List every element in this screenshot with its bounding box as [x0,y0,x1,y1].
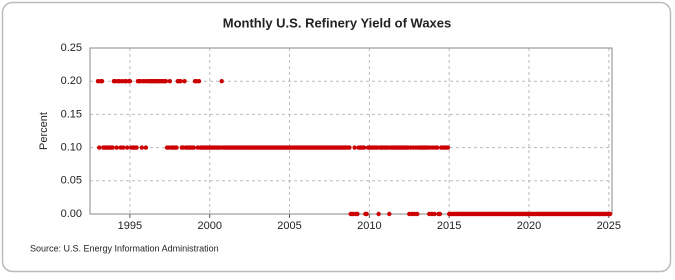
point [352,145,357,150]
point [167,79,173,84]
point [143,145,149,150]
point [355,211,360,217]
point [437,211,443,217]
x-tick-label: 2015 [437,220,461,232]
frame [1,1,672,273]
point [376,211,381,217]
point [415,211,420,217]
point [124,145,130,150]
point [445,145,451,150]
point [110,145,115,150]
y-tick-label: 0.25 [61,42,82,54]
point [139,145,145,150]
point [182,79,187,84]
point [347,145,352,150]
y-tick-label: 0.05 [61,175,82,187]
point [97,145,102,150]
point [114,145,119,150]
x-tick-label: 2020 [517,220,541,232]
x-tick-label: 2005 [277,220,301,232]
point [127,79,133,84]
point [387,211,392,217]
point [121,145,126,150]
point [361,145,367,150]
point [134,145,139,150]
point [219,79,224,84]
x-tick-label: 1995 [118,220,142,232]
y-axis-label: Percent [38,112,50,150]
source: Source: U.S. Energy Information Administ… [30,243,219,253]
point [174,145,179,150]
y-tick-label: 0.10 [61,142,82,154]
point [607,211,613,217]
x-tick-label: 2025 [597,220,621,232]
point [432,211,437,217]
y-tick-label: 0.20 [61,75,82,87]
x-tick-label: 2000 [197,220,221,232]
point [178,79,183,84]
chart-title: Monthly U.S. Refinery Yield of Waxes [223,15,452,30]
point [191,145,196,150]
x-tick-label: 2010 [357,220,381,232]
point [196,79,202,84]
y-tick-label: 0.15 [61,108,82,120]
y-tick-label: 0.00 [61,208,82,220]
point [163,79,169,84]
point [99,79,105,84]
point [364,211,369,217]
point [435,145,440,150]
